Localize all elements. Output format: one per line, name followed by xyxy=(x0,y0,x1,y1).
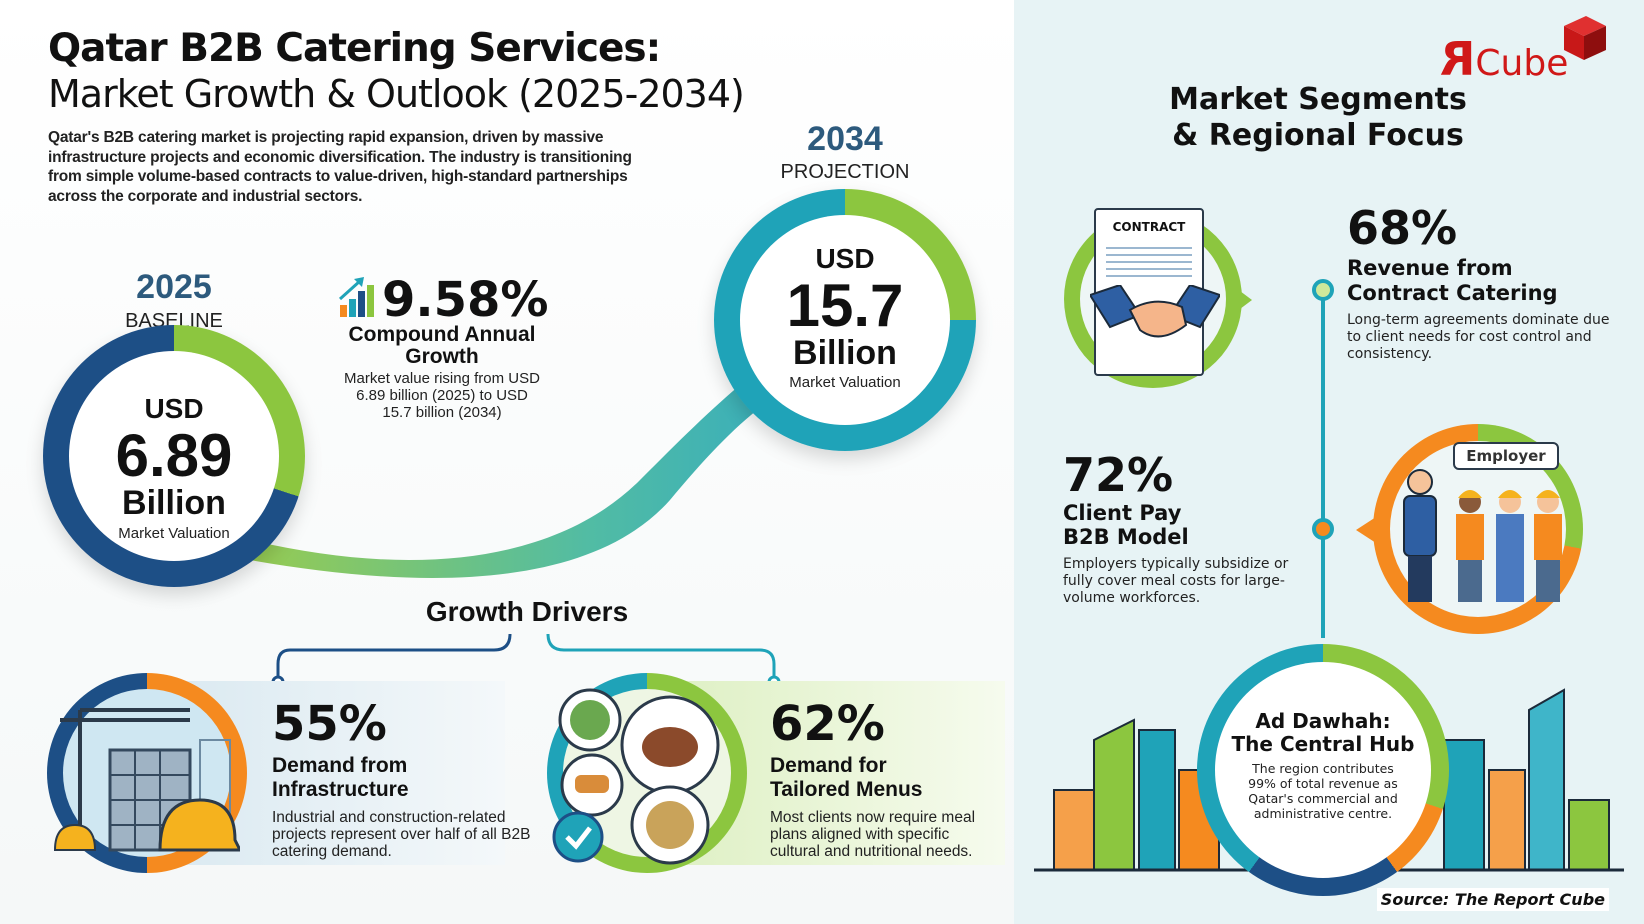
baseline-year: 2025 xyxy=(136,268,212,306)
timeline-line xyxy=(1321,288,1325,638)
projection-unit: Billion xyxy=(793,334,897,372)
city-skyline-illustration xyxy=(1034,688,1624,872)
page-subtitle: Market Growth & Outlook (2025-2034) xyxy=(48,72,745,116)
bar-chart-up-icon xyxy=(338,277,374,317)
projection-label: PROJECTION xyxy=(780,161,910,183)
driver-infrastructure-pct: 55% xyxy=(272,696,387,752)
client-pay-pct: 72% xyxy=(1063,448,1174,502)
driver-infrastructure-body: Industrial and construction-related proj… xyxy=(272,809,531,860)
contract-label-line1: Revenue from xyxy=(1347,256,1513,280)
source-credit: Source: The Report Cube xyxy=(1376,888,1609,911)
handshake-icon xyxy=(1090,285,1220,338)
projection-currency: USD xyxy=(815,243,875,274)
region-title-line1: Ad Dawhah: xyxy=(1255,709,1391,733)
employer-workers-icon xyxy=(1403,469,1562,602)
projection-ring-center xyxy=(740,215,950,425)
logo-cube-icon xyxy=(1564,16,1606,60)
projection-value: 15.7 xyxy=(786,272,904,339)
contract-document-label: CONTRACT xyxy=(1112,220,1186,234)
contract-pct: 68% xyxy=(1347,201,1458,255)
client-pay-pointer xyxy=(1356,517,1376,543)
segments-title-line1: Market Segments xyxy=(1169,82,1467,117)
cagr-label: Compound Annual Growth xyxy=(348,323,536,368)
driver-menus-label-line2: Tailored Menus xyxy=(770,778,923,801)
region-ring-center xyxy=(1215,662,1431,878)
timeline-dot-contract xyxy=(1312,279,1334,301)
baseline-value: 6.89 xyxy=(115,422,233,489)
baseline-unit: Billion xyxy=(122,484,226,522)
contract-pointer xyxy=(1236,288,1252,312)
driver-infrastructure-label-line2: Infrastructure xyxy=(272,778,409,801)
contract-text-lines xyxy=(1106,242,1192,282)
driver-infrastructure-label-line1: Demand from xyxy=(272,754,408,777)
logo-mirrored-r: R xyxy=(1440,32,1476,86)
cagr-body: Market value rising from USD 6.89 billio… xyxy=(344,370,540,421)
baseline-currency: USD xyxy=(144,393,204,424)
projection-year: 2034 xyxy=(807,120,883,158)
client-pay-label-line1: Client Pay xyxy=(1063,501,1182,525)
cagr-value: 9.58% xyxy=(382,272,549,328)
contract-label-line2: Contract Catering xyxy=(1347,281,1558,305)
logo-text: RCube xyxy=(1440,32,1569,86)
meal-plates-icon xyxy=(552,688,720,865)
employer-speech-bubble: Employer xyxy=(1453,442,1559,470)
growth-drivers-title: Growth Drivers xyxy=(425,596,629,627)
segments-title-line2: & Regional Focus xyxy=(1172,118,1464,153)
projection-caption: Market Valuation xyxy=(789,374,901,391)
construction-icon xyxy=(53,708,240,852)
driver-menus-pct: 62% xyxy=(770,696,885,752)
driver-menus-label-line1: Demand for xyxy=(770,754,887,777)
growth-swoosh-arrow xyxy=(250,340,812,578)
region-title-line2: The Central Hub xyxy=(1231,732,1415,756)
contract-body: Long-term agreements dominate due to cli… xyxy=(1347,312,1610,362)
baseline-caption: Market Valuation xyxy=(118,525,230,542)
client-pay-body: Employers typically subsidize or fully c… xyxy=(1063,556,1289,606)
timeline-dot-client-pay xyxy=(1312,518,1334,540)
client-pay-label-line2: B2B Model xyxy=(1063,525,1189,549)
baseline-ring-center xyxy=(69,351,279,561)
page-title: Qatar B2B Catering Services: xyxy=(48,26,661,71)
intro-paragraph: Qatar's B2B catering market is projectin… xyxy=(48,129,632,205)
region-body: The region contributes 99% of total reve… xyxy=(1248,761,1398,821)
driver-menus-body: Most clients now require meal plans alig… xyxy=(770,809,976,860)
